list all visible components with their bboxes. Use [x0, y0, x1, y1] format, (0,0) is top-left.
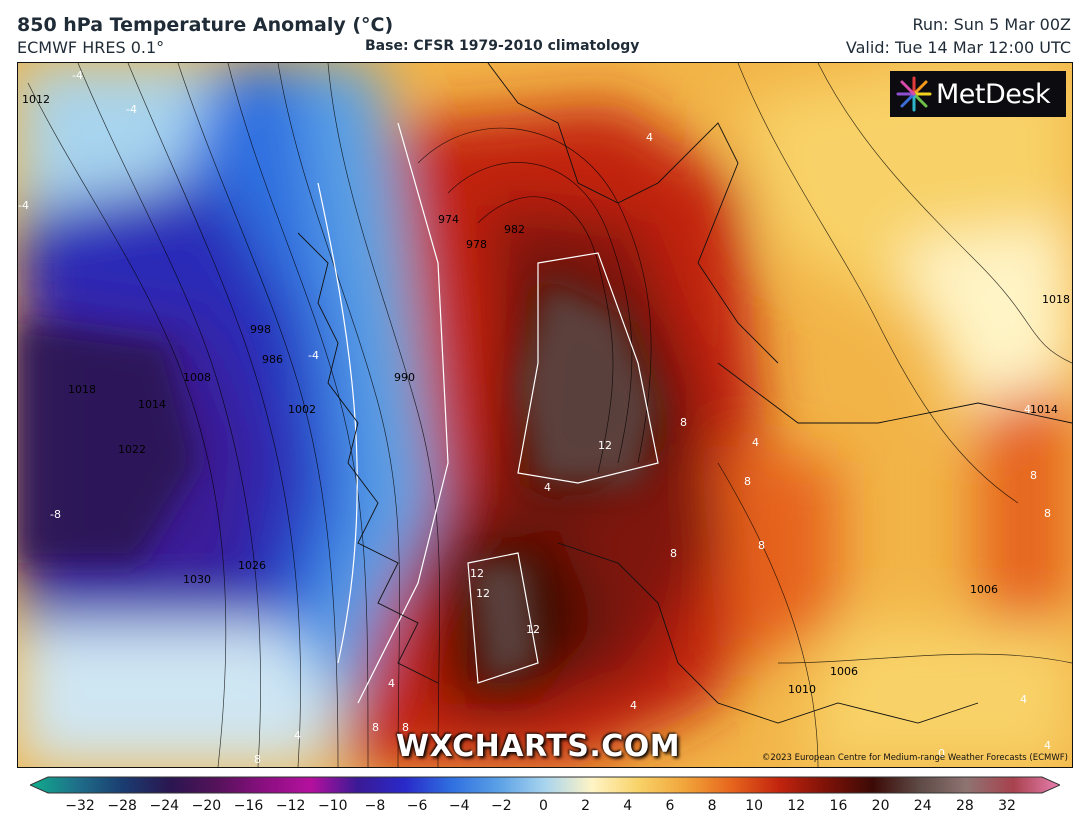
anomaly-label: 8: [680, 416, 687, 429]
colorbar-tick-label: −8: [364, 798, 386, 814]
anomaly-label: 4: [630, 699, 637, 712]
anomaly-label: 0: [938, 747, 945, 760]
anomaly-label: 8: [372, 721, 379, 734]
isobar-label: 1026: [238, 559, 266, 572]
anomaly-label: 4: [1024, 403, 1031, 416]
colorbar-tick-label: −20: [191, 798, 222, 814]
anomaly-label: 8: [744, 475, 751, 488]
isobar-label: 1014: [138, 398, 166, 411]
isobar-label: 1006: [970, 583, 998, 596]
colorbar-tick-label: −28: [107, 798, 137, 814]
anomaly-label: 4: [1044, 739, 1051, 752]
anomaly-label: 8: [670, 547, 677, 560]
anomaly-label: 4: [294, 729, 301, 742]
map-title: 850 hPa Temperature Anomaly (°C): [17, 14, 394, 36]
metdesk-burst-icon: [896, 76, 932, 112]
copyright-notice: ©2023 European Centre for Medium-range W…: [761, 753, 1068, 763]
colorbar-tick-label: 6: [665, 798, 675, 814]
isobar-label: 1006: [830, 665, 858, 678]
isobar-label: 982: [504, 223, 525, 236]
anomaly-label: 4: [388, 677, 395, 690]
colorbar-tick-label: −24: [149, 798, 180, 814]
anomaly-label: 8: [758, 539, 765, 552]
valid-time: Valid: Tue 14 Mar 12:00 UTC: [845, 38, 1071, 57]
colorbar-tick-label: 8: [707, 798, 717, 814]
colorbar-tick-label: 20: [871, 798, 890, 814]
anomaly-label: 4: [1020, 693, 1027, 706]
colorbar-tick-label: 2: [581, 798, 591, 814]
climatology-base: Base: CFSR 1979-2010 climatology: [365, 38, 640, 54]
colorbar-tick-label: −2: [491, 798, 512, 814]
isobar-label: 1010: [788, 683, 816, 696]
isobar-label: 1014: [1030, 403, 1058, 416]
anomaly-label: 8: [1030, 469, 1037, 482]
colorbar-tick-label: 16: [829, 798, 848, 814]
anomaly-label: 4: [544, 481, 551, 494]
isobar-label: 1012: [22, 93, 50, 106]
anomaly-label: -8: [50, 508, 61, 521]
colorbar-ticks: −32 −28 −24 −20 −16 −12 −10 −8 −6 −4 −2 0 2 4 6 8 10 12 16…: [0, 798, 1088, 818]
colorbar-tick-label: −16: [233, 798, 264, 814]
colorbar-tick-label: 12: [787, 798, 806, 814]
colorbar-tick-label: −10: [318, 798, 348, 814]
anomaly-label: -4: [308, 349, 319, 362]
anomaly-label: 12: [476, 587, 490, 600]
isobar-label: 986: [262, 353, 283, 366]
isobar-label: 998: [250, 323, 271, 336]
colorbar: [30, 776, 1060, 794]
anomaly-label: -4: [126, 103, 137, 116]
isobar-label: 1008: [183, 371, 211, 384]
anomaly-label: 8: [254, 753, 261, 766]
isobar-label: 974: [438, 213, 459, 226]
anomaly-map[interactable]: 1012 1018 1014 1008 1002 1022 1026 1030 …: [17, 62, 1073, 768]
anomaly-label: 4: [646, 131, 653, 144]
anomaly-label: -4: [72, 69, 83, 82]
colorbar-tick-label: −32: [65, 798, 95, 814]
anomaly-label: 12: [598, 439, 612, 452]
model-name: ECMWF HRES 0.1°: [17, 38, 165, 57]
isobar-label: 990: [394, 371, 415, 384]
colorbar-tick-label: −6: [406, 798, 428, 814]
isobar-label: 1018: [1042, 293, 1070, 306]
logo-text: MetDesk: [936, 78, 1051, 110]
anomaly-label: 12: [526, 623, 540, 636]
run-time: Run: Sun 5 Mar 00Z: [912, 15, 1071, 34]
colorbar-tick-label: 32: [998, 798, 1016, 814]
anomaly-label: 4: [752, 436, 759, 449]
wxcharts-watermark: WXCHARTS.COM: [396, 729, 681, 764]
anomaly-label: -4: [18, 199, 29, 212]
map-canvas: 1012 1018 1014 1008 1002 1022 1026 1030 …: [18, 63, 1072, 767]
isobar-label: 978: [466, 238, 487, 251]
anomaly-label: 8: [402, 721, 409, 734]
colorbar-tick-label: 0: [539, 798, 548, 814]
anomaly-label: 12: [470, 567, 484, 580]
colorbar-tick-label: −4: [448, 798, 470, 814]
isobar-label: 1022: [118, 443, 146, 456]
anomaly-label: 8: [1044, 507, 1051, 520]
isobar-label: 1030: [183, 573, 211, 586]
colorbar-tick-label: −12: [275, 798, 306, 814]
metdesk-logo: MetDesk: [890, 71, 1066, 117]
isobar-label: 1002: [288, 403, 316, 416]
colorbar-tick-label: 4: [623, 798, 633, 814]
isobar-label: 1018: [68, 383, 96, 396]
colorbar-tick-label: 28: [955, 798, 974, 814]
colorbar-tick-label: 24: [913, 798, 932, 814]
colorbar-tick-label: 10: [745, 798, 764, 814]
